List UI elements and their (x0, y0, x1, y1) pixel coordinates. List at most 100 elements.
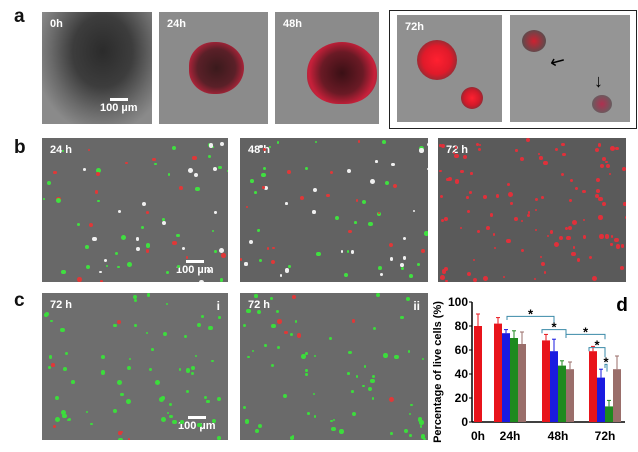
cell-dot (417, 417, 423, 422)
cell-dot (400, 262, 405, 267)
cell-dot (444, 217, 448, 222)
cell-dot (598, 196, 603, 202)
cell-dot (116, 319, 121, 324)
cell-dot (276, 309, 280, 313)
cell-dot (177, 265, 181, 268)
cell-dot (136, 247, 140, 251)
cell-dot (534, 228, 538, 232)
cell-dot (95, 168, 101, 174)
cell-dot (44, 312, 48, 317)
cell-dot (251, 350, 254, 353)
cell-dot (424, 231, 428, 236)
cell-dot (561, 173, 565, 177)
cell-dot (459, 226, 462, 229)
cell-dot (117, 431, 122, 435)
cell-dot (602, 157, 607, 161)
y-tick-label: 0 (461, 415, 468, 429)
cell-dot (277, 319, 282, 324)
cell-dot (258, 258, 263, 263)
cell-dot (243, 323, 247, 327)
cell-dot (172, 420, 177, 425)
cell-dot (354, 221, 357, 224)
cell-dot (615, 244, 621, 249)
cell-dot (128, 358, 131, 361)
cell-dot (219, 248, 225, 254)
cell-dot (622, 167, 626, 172)
significance-star: * (551, 320, 557, 335)
cell-dot (258, 144, 263, 149)
cell-dot (537, 152, 541, 156)
organoid (307, 42, 377, 104)
subpanel-label: ii (413, 299, 420, 313)
cell-dot (213, 249, 217, 253)
cell-dot (246, 309, 251, 314)
cell-dot (127, 437, 131, 440)
cell-dot (440, 195, 444, 199)
cell-dot (160, 417, 166, 422)
72h-box (389, 10, 637, 129)
cell-dot (199, 280, 204, 282)
cell-dot (162, 218, 166, 221)
cell-dot (347, 372, 350, 375)
cell-dot (378, 212, 381, 215)
y-tick-label: 100 (448, 295, 468, 309)
cell-dot (572, 219, 577, 225)
cell-dot (287, 264, 291, 268)
cell-dot (313, 188, 318, 192)
cell-dot (203, 396, 208, 400)
cell-dot (421, 248, 426, 253)
cell-dot (508, 191, 514, 197)
time-label: 24 h (50, 144, 73, 156)
cell-dot (385, 180, 390, 185)
cell-dot (191, 366, 195, 370)
cell-dot (574, 186, 579, 191)
cell-dot (521, 248, 525, 253)
cell-dot (390, 162, 395, 167)
cell-dot (543, 160, 548, 166)
cell-dot (285, 268, 290, 273)
cell-dot (403, 428, 409, 434)
cell-dot (184, 334, 188, 339)
cell-dot (117, 209, 121, 213)
cell-dot (375, 160, 378, 163)
cell-dot (419, 148, 424, 153)
bar (494, 323, 502, 422)
cell-dot (50, 320, 53, 323)
cell-dot (313, 415, 317, 418)
cell-dot (535, 198, 539, 202)
x-tick-label: 48h (548, 429, 569, 443)
scale-bar: 100 µm (176, 260, 214, 276)
cell-dot (51, 363, 55, 367)
cell-dot (304, 369, 308, 372)
cell-dot (416, 263, 420, 267)
cell-dot (357, 140, 361, 143)
cell-dot (439, 143, 442, 147)
cell-dot (135, 237, 140, 241)
cell-dot (244, 262, 248, 266)
cell-dot (101, 355, 106, 359)
cell-dot (312, 392, 316, 396)
cell-dot (478, 143, 481, 146)
cell-dot (623, 202, 626, 206)
cell-dot (440, 218, 445, 223)
cell-dot (126, 366, 131, 371)
cell-dot (355, 198, 359, 202)
cell-dot (614, 237, 619, 242)
cell-dot (420, 434, 426, 439)
cell-dot (330, 419, 333, 423)
cell-dot (568, 226, 573, 231)
cell-dot (544, 271, 547, 274)
cell-dot (53, 424, 57, 429)
cell-dot (582, 235, 586, 239)
cell-dot (402, 256, 407, 260)
cell-dot (330, 170, 334, 174)
cell-dot (217, 396, 222, 401)
cell-dot (367, 387, 372, 392)
micrograph-a-24h: 24h (159, 12, 268, 124)
bar (589, 351, 597, 422)
bar (550, 351, 558, 422)
cell-dot (370, 379, 375, 384)
y-tick-label: 80 (455, 319, 469, 333)
cell-dot (472, 258, 476, 262)
cell-dot (314, 141, 318, 144)
